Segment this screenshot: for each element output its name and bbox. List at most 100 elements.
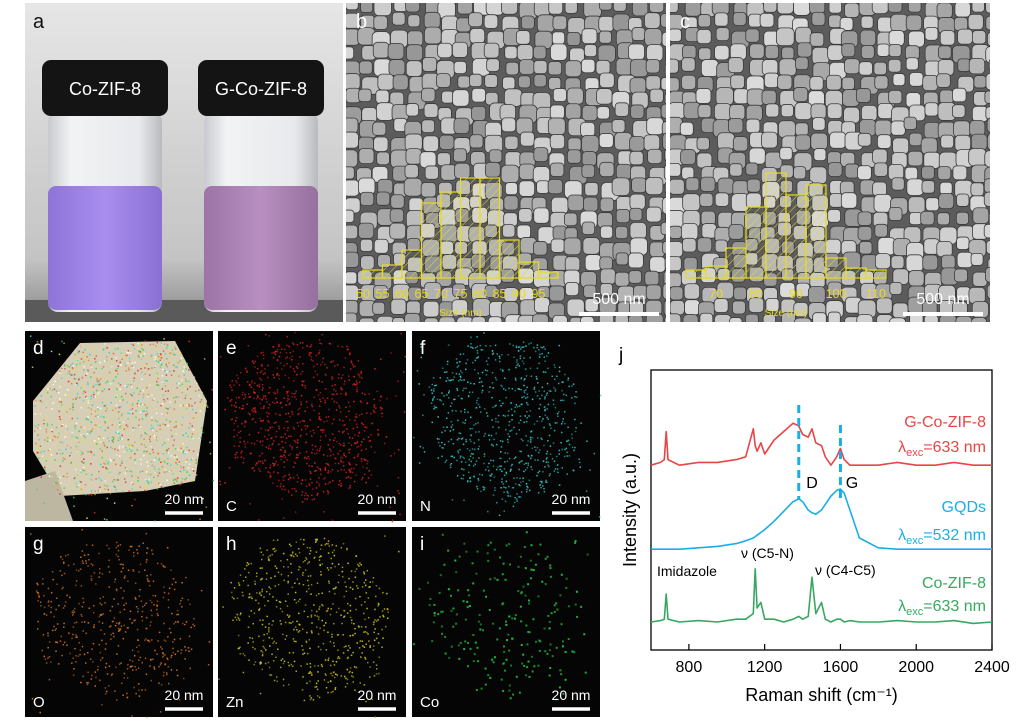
element-label: N [420,498,431,515]
map-dot [136,481,138,483]
map-dot [129,471,131,473]
map-dot [463,475,465,477]
map-dot [500,458,502,460]
particle [891,121,905,135]
map-dot [127,399,129,401]
map-dot [234,423,236,425]
map-dot [541,395,543,397]
map-dot [112,410,114,412]
particle [957,237,969,249]
map-dot [524,415,526,417]
map-dot [522,360,524,362]
map-dot [238,647,240,649]
map-dot [67,389,69,391]
particle [553,88,566,101]
map-dot [144,410,146,412]
map-dot [87,369,89,371]
map-dot [291,488,293,490]
map-dot [518,469,520,471]
map-dot [530,439,532,441]
map-dot [149,384,151,386]
map-dot [143,455,145,457]
map-dot [318,353,320,355]
map-dot [235,410,237,412]
map-dot [330,692,332,694]
map-dot [72,657,74,659]
map-dot [202,432,204,434]
map-dot [49,449,51,451]
map-dot [350,617,352,619]
map-dot [278,572,280,574]
map-dot [240,430,242,432]
map-dot [145,340,147,342]
map-dot [157,378,159,380]
map-dot [544,398,546,400]
map-dot [334,555,336,557]
map-dot [171,460,173,462]
map-dot [314,665,316,667]
map-dot [145,414,147,416]
map-dot [59,372,61,374]
map-dot [141,359,143,361]
map-dot [156,373,158,375]
particle [700,193,713,206]
map-dot [284,433,286,435]
map-dot [181,451,183,453]
particle [878,103,893,118]
map-dot [320,470,322,472]
map-dot [129,454,131,456]
map-dot [109,474,111,476]
map-dot [571,437,573,439]
map-dot [460,456,462,458]
map-dot [261,352,263,354]
map-dot [126,386,128,388]
map-dot [268,662,270,664]
map-dot [330,614,332,616]
particle [973,208,989,224]
map-dot [301,429,303,431]
map-dot [260,461,262,463]
particle [938,167,951,180]
map-dot [571,385,573,387]
map-dot [40,400,42,402]
map-dot [182,598,184,600]
map-dot [138,659,140,661]
map-dot [354,434,356,436]
map-dot [325,388,327,390]
map-dot [184,451,186,453]
map-dot [351,468,353,470]
map-dot [462,390,464,392]
map-dot [121,415,123,417]
map-dot [123,451,125,453]
histogram-bar [786,195,806,278]
map-dot [547,368,549,370]
map-dot [342,576,344,578]
map-dot [358,360,360,362]
map-dot [368,477,370,479]
map-dot [452,499,454,501]
map-dot [330,641,332,643]
map-dot [538,363,540,365]
map-dot [70,369,72,371]
particle [987,133,1004,150]
map-dot [257,372,259,374]
map-dot [152,434,154,436]
map-dot [271,554,273,556]
map-dot [84,427,86,429]
map-dot [479,446,481,448]
map-dot [568,605,570,607]
map-dot [373,632,375,634]
map-dot [258,603,260,605]
map-dot [61,655,63,657]
particle [585,255,601,271]
map-dot [212,389,214,391]
map-dot [268,445,270,447]
map-dot [344,424,346,426]
particle [360,239,372,251]
map-dot [310,575,312,577]
map-dot [550,453,552,455]
map-dot [170,455,172,457]
map-dot [106,498,108,500]
map-dot [76,580,78,582]
x-axis-label: Size (nm) [765,308,808,319]
